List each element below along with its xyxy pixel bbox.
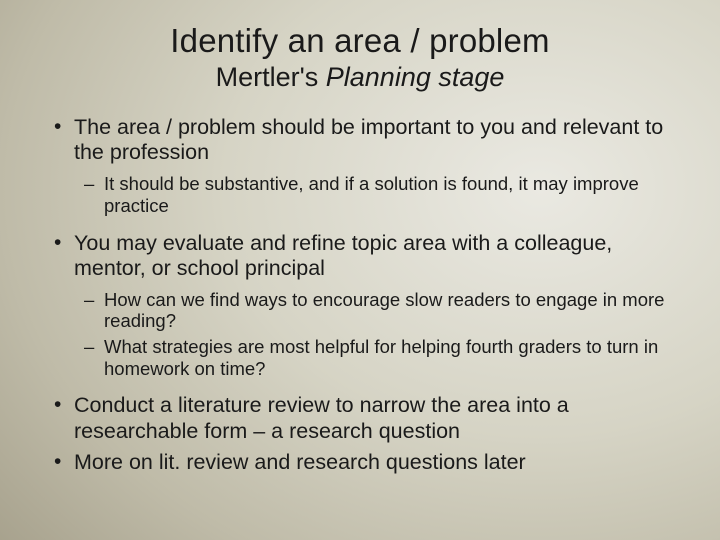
list-item: How can we find ways to encourage slow r…	[74, 289, 676, 332]
list-item: You may evaluate and refine topic area w…	[44, 231, 676, 380]
subtitle-plain: Mertler's	[216, 62, 326, 92]
bullet-text: The area / problem should be important t…	[74, 115, 663, 164]
bullet-text: More on lit. review and research questio…	[74, 450, 526, 474]
bullet-text: You may evaluate and refine topic area w…	[74, 231, 612, 280]
sub-bullet-list: How can we find ways to encourage slow r…	[74, 289, 676, 380]
sub-bullet-text: How can we find ways to encourage slow r…	[104, 289, 664, 332]
subtitle-italic: Planning stage	[326, 62, 505, 92]
list-item: More on lit. review and research questio…	[44, 450, 676, 475]
sub-bullet-text: What strategies are most helpful for hel…	[104, 336, 658, 379]
bullet-text: Conduct a literature review to narrow th…	[74, 393, 569, 442]
sub-bullet-list: It should be substantive, and if a solut…	[74, 173, 676, 216]
list-item: The area / problem should be important t…	[44, 115, 676, 217]
slide-title: Identify an area / problem	[44, 22, 676, 60]
list-item: Conduct a literature review to narrow th…	[44, 393, 676, 443]
sub-bullet-text: It should be substantive, and if a solut…	[104, 173, 639, 216]
list-item: It should be substantive, and if a solut…	[74, 173, 676, 216]
bullet-list: The area / problem should be important t…	[44, 115, 676, 475]
list-item: What strategies are most helpful for hel…	[74, 336, 676, 379]
slide-subtitle: Mertler's Planning stage	[44, 62, 676, 93]
